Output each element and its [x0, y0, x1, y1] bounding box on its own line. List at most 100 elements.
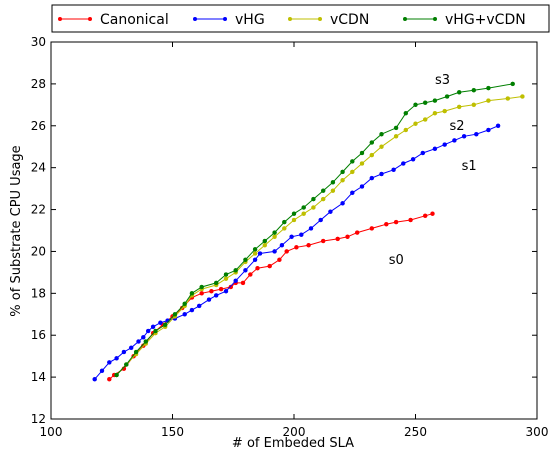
data-point: [474, 131, 479, 137]
data-point: [189, 291, 195, 296]
data-point: [199, 291, 204, 296]
data-point: [340, 201, 345, 206]
data-point: [456, 90, 462, 95]
data-point: [486, 127, 491, 133]
data-point: [456, 104, 462, 110]
data-point: [158, 320, 163, 325]
legend-marker: [58, 17, 62, 21]
data-point: [107, 376, 112, 382]
data-point: [291, 217, 297, 223]
data-point: [282, 219, 287, 225]
data-point: [422, 100, 428, 105]
data-point: [486, 98, 491, 103]
data-point: [262, 242, 268, 248]
y-tick-label: 20: [31, 244, 46, 258]
x-tick-label: 200: [283, 425, 306, 439]
data-point: [311, 205, 316, 210]
data-point: [393, 219, 399, 225]
data-point: [233, 278, 238, 284]
data-point: [223, 272, 229, 277]
data-point: [223, 288, 229, 294]
data-point: [471, 102, 477, 108]
data-point: [359, 161, 365, 166]
data-point: [471, 87, 477, 93]
data-point: [350, 190, 355, 196]
y-axis-label: % of Substrate CPU Usage: [9, 145, 24, 316]
x-tick-label: 150: [161, 425, 184, 439]
axes: 100 150 200 250 300 12 14 16 18 20 22 24 26 28 30: [31, 35, 549, 439]
data-point: [369, 175, 375, 181]
data-point: [257, 251, 263, 256]
data-point: [150, 324, 156, 330]
data-point: [213, 293, 219, 298]
legend-label: Canonical: [100, 12, 169, 28]
data-point: [369, 140, 375, 145]
data-point: [107, 360, 112, 365]
data-point: [403, 110, 409, 116]
annotation-label: s1: [462, 159, 477, 174]
data-point: [218, 286, 224, 292]
data-point: [272, 249, 277, 254]
data-point: [143, 339, 149, 344]
data-point: [393, 134, 399, 139]
data-point: [172, 312, 178, 317]
data-point: [335, 236, 340, 242]
data-point: [393, 125, 399, 131]
data-point: [442, 108, 447, 114]
data-point: [262, 238, 268, 244]
data-point: [99, 368, 105, 374]
data-point: [510, 81, 515, 87]
data-point: [243, 257, 248, 263]
data-point: [359, 150, 365, 156]
data-point: [189, 307, 195, 313]
data-point: [444, 94, 450, 99]
data-point: [182, 312, 187, 317]
y-tick-label: 28: [31, 77, 46, 91]
data-point: [320, 196, 326, 202]
data-point: [350, 169, 355, 175]
data-point: [413, 102, 418, 108]
data-point: [318, 217, 323, 223]
data-point: [486, 85, 491, 91]
data-point: [320, 188, 326, 193]
data-point: [330, 180, 336, 185]
data-point: [308, 226, 314, 231]
data-point: [233, 268, 238, 273]
data-point: [272, 230, 277, 235]
data-point: [114, 356, 119, 361]
legend-marker: [403, 17, 407, 21]
data-point: [340, 177, 345, 183]
data-point: [301, 205, 306, 210]
data-point: [299, 232, 304, 237]
data-point: [252, 257, 258, 263]
data-point: [289, 234, 294, 240]
data-point: [162, 322, 168, 328]
data-point: [145, 328, 151, 334]
series-line: [94, 125, 499, 380]
data-point: [306, 242, 311, 248]
data-point: [209, 288, 214, 294]
data-point: [442, 142, 447, 147]
y-tick-label: 18: [31, 286, 46, 300]
legend-marker: [88, 17, 92, 21]
data-point: [255, 265, 260, 271]
data-point: [136, 339, 141, 344]
data-point: [403, 127, 409, 133]
data-point: [284, 249, 289, 254]
data-point: [213, 280, 219, 286]
legend-label: vHG+vCDN: [445, 12, 526, 28]
data-point: [223, 276, 229, 281]
data-point: [420, 150, 426, 156]
annotation-label: s3: [435, 73, 450, 88]
data-point: [124, 362, 129, 367]
data-point: [196, 303, 202, 309]
data-point: [92, 376, 97, 382]
data-point: [228, 284, 234, 290]
data-point: [206, 297, 212, 302]
data-point: [369, 226, 375, 231]
data-point: [182, 301, 187, 307]
data-point: [199, 284, 204, 290]
y-tick-label: 16: [31, 328, 46, 342]
data-point: [413, 121, 418, 126]
